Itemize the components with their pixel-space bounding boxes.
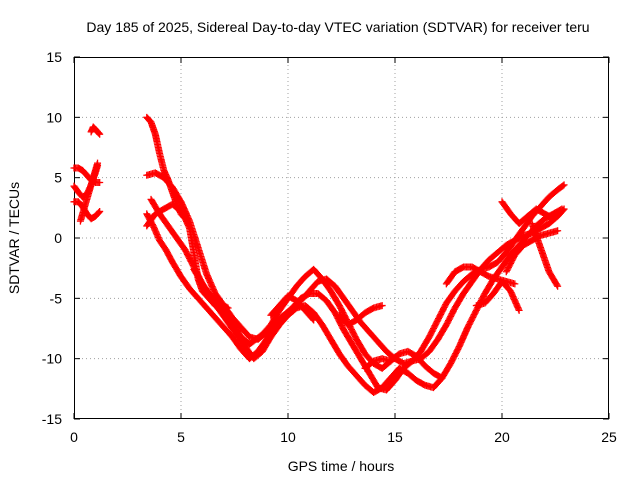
x-tick-label: 25 <box>601 429 617 445</box>
y-axis-label: SDTVAR / TECUs <box>6 182 22 294</box>
data-point <box>96 178 104 186</box>
series-track <box>87 123 104 138</box>
data-point <box>96 130 104 138</box>
data-point <box>515 306 523 314</box>
data-point <box>176 207 184 215</box>
data-point <box>94 159 102 167</box>
data-point <box>548 214 556 222</box>
x-axis: 0 5 10 15 20 25 <box>70 57 617 445</box>
data-point <box>511 280 519 288</box>
y-tick-label: -5 <box>50 290 63 306</box>
y-tick-label: 5 <box>54 170 62 186</box>
data-point <box>553 281 561 289</box>
data-point <box>560 181 568 189</box>
data-point <box>558 205 566 213</box>
y-tick-label: 0 <box>54 230 62 246</box>
data-point <box>554 227 562 235</box>
chart-title: Day 185 of 2025, Sidereal Day-to-day VTE… <box>86 19 589 35</box>
data-point <box>387 357 395 365</box>
y-tick-label: 10 <box>46 109 62 125</box>
x-axis-label: GPS time / hours <box>288 458 395 474</box>
series-track <box>143 200 185 230</box>
series-track <box>190 265 232 312</box>
series-track <box>76 159 102 225</box>
series-track <box>472 277 523 314</box>
x-tick-label: 15 <box>387 429 403 445</box>
data-point <box>94 129 102 137</box>
data-points <box>70 113 568 396</box>
x-tick-label: 0 <box>70 429 78 445</box>
data-point <box>557 206 565 214</box>
series-track <box>498 198 557 228</box>
series-track <box>143 169 568 367</box>
series-track <box>361 355 395 372</box>
data-point <box>223 303 231 311</box>
y-tick-label: -15 <box>42 411 62 427</box>
y-tick-label: 15 <box>46 49 62 65</box>
series-track <box>335 302 386 329</box>
grid <box>74 57 609 419</box>
series-track <box>267 292 318 324</box>
data-point <box>549 215 557 223</box>
data-point <box>554 282 562 290</box>
data-point <box>378 302 386 310</box>
x-tick-label: 5 <box>177 429 185 445</box>
data-point <box>224 304 232 312</box>
x-tick-label: 20 <box>494 429 510 445</box>
y-axis: -15 -10 -5 0 5 10 15 <box>42 49 609 427</box>
data-point <box>559 182 567 190</box>
data-point <box>310 316 318 324</box>
series-track <box>528 220 562 290</box>
data-point <box>95 129 103 137</box>
x-tick-label: 10 <box>280 429 296 445</box>
series-track <box>70 164 104 186</box>
y-tick-label: -10 <box>42 351 62 367</box>
data-point <box>95 208 103 216</box>
data-point <box>177 207 185 215</box>
data-point <box>309 315 317 323</box>
data-point <box>96 207 104 215</box>
